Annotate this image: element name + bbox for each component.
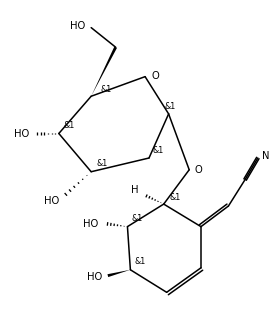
Text: HO: HO — [70, 21, 85, 31]
Text: &1: &1 — [165, 101, 176, 111]
Text: &1: &1 — [64, 121, 75, 130]
Text: &1: &1 — [131, 214, 143, 223]
Text: &1: &1 — [96, 159, 107, 168]
Text: N: N — [262, 151, 269, 161]
Polygon shape — [91, 47, 117, 96]
Text: O: O — [152, 71, 160, 81]
Text: HO: HO — [83, 219, 98, 229]
Text: HO: HO — [87, 272, 102, 281]
Text: O: O — [194, 165, 202, 175]
Text: H: H — [131, 185, 138, 195]
Text: &1: &1 — [134, 257, 146, 266]
Text: HO: HO — [44, 196, 59, 206]
Polygon shape — [108, 270, 130, 277]
Text: HO: HO — [14, 128, 29, 139]
Text: &1: &1 — [169, 193, 181, 202]
Text: &1: &1 — [101, 85, 112, 94]
Text: &1: &1 — [153, 146, 164, 155]
